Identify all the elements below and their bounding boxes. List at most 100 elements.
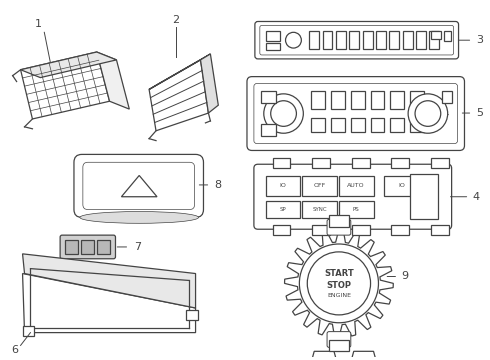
Bar bbox=[391, 118, 404, 132]
Bar bbox=[351, 91, 365, 109]
FancyBboxPatch shape bbox=[254, 84, 458, 144]
Text: 7: 7 bbox=[134, 242, 141, 252]
Bar bbox=[370, 118, 384, 132]
Bar bbox=[442, 91, 452, 103]
Bar bbox=[390, 31, 399, 49]
Text: AUTO: AUTO bbox=[347, 183, 365, 188]
FancyBboxPatch shape bbox=[327, 219, 351, 235]
Bar bbox=[302, 176, 337, 196]
Polygon shape bbox=[200, 54, 219, 113]
Bar bbox=[81, 240, 94, 254]
Text: 3: 3 bbox=[476, 35, 483, 45]
FancyBboxPatch shape bbox=[254, 164, 452, 229]
Bar bbox=[376, 31, 386, 49]
Polygon shape bbox=[348, 351, 379, 360]
Bar bbox=[410, 174, 438, 219]
Polygon shape bbox=[122, 175, 157, 197]
Circle shape bbox=[307, 252, 370, 315]
FancyBboxPatch shape bbox=[247, 77, 465, 150]
Bar bbox=[309, 31, 319, 49]
Text: 4: 4 bbox=[473, 192, 480, 202]
Bar bbox=[363, 31, 372, 49]
Circle shape bbox=[270, 101, 296, 126]
Bar bbox=[23, 326, 34, 336]
Bar bbox=[266, 201, 300, 219]
Bar bbox=[302, 201, 337, 219]
Bar bbox=[431, 31, 441, 39]
Bar bbox=[331, 91, 345, 109]
Circle shape bbox=[408, 94, 448, 133]
Bar bbox=[261, 124, 276, 136]
Bar bbox=[329, 339, 349, 351]
Bar bbox=[370, 91, 384, 109]
Bar bbox=[339, 201, 373, 219]
FancyBboxPatch shape bbox=[83, 162, 195, 210]
Bar bbox=[186, 310, 197, 320]
Text: 1: 1 bbox=[35, 19, 42, 30]
Polygon shape bbox=[97, 52, 129, 109]
Bar bbox=[331, 118, 345, 132]
Bar bbox=[410, 91, 424, 109]
Text: SYNC: SYNC bbox=[312, 207, 327, 212]
Text: 5: 5 bbox=[476, 108, 483, 118]
Circle shape bbox=[264, 94, 303, 133]
Bar bbox=[339, 176, 373, 196]
Polygon shape bbox=[21, 52, 110, 119]
Bar bbox=[261, 91, 276, 103]
Bar bbox=[97, 240, 110, 254]
Bar bbox=[329, 215, 349, 227]
Bar bbox=[322, 31, 333, 49]
FancyBboxPatch shape bbox=[74, 154, 203, 217]
Polygon shape bbox=[23, 254, 196, 308]
Bar bbox=[311, 91, 325, 109]
Text: 8: 8 bbox=[215, 180, 222, 190]
Text: ENGINE: ENGINE bbox=[327, 293, 351, 298]
Bar bbox=[392, 225, 409, 235]
Text: 9: 9 bbox=[402, 271, 409, 282]
Text: 6: 6 bbox=[11, 345, 18, 355]
Bar bbox=[272, 158, 291, 168]
Polygon shape bbox=[285, 229, 393, 338]
Circle shape bbox=[299, 244, 378, 323]
Bar bbox=[312, 158, 330, 168]
Text: 2: 2 bbox=[172, 14, 179, 24]
Polygon shape bbox=[149, 60, 208, 131]
Bar bbox=[65, 240, 78, 254]
FancyBboxPatch shape bbox=[260, 26, 454, 55]
Text: IO: IO bbox=[398, 183, 405, 188]
Bar bbox=[336, 31, 346, 49]
Text: PS: PS bbox=[353, 207, 360, 212]
Bar bbox=[312, 225, 330, 235]
Polygon shape bbox=[308, 351, 340, 360]
Bar bbox=[311, 118, 325, 132]
Bar bbox=[266, 31, 280, 41]
Text: STOP: STOP bbox=[326, 281, 351, 290]
FancyBboxPatch shape bbox=[60, 235, 116, 259]
Bar bbox=[431, 158, 449, 168]
Text: IO: IO bbox=[280, 183, 287, 188]
Bar bbox=[384, 176, 419, 196]
FancyBboxPatch shape bbox=[255, 22, 459, 59]
Bar bbox=[351, 118, 365, 132]
Bar bbox=[410, 118, 424, 132]
Ellipse shape bbox=[80, 212, 198, 223]
Bar bbox=[352, 158, 369, 168]
Polygon shape bbox=[149, 54, 210, 89]
Bar bbox=[391, 91, 404, 109]
Bar bbox=[431, 225, 449, 235]
Bar bbox=[266, 43, 280, 50]
Bar bbox=[429, 31, 439, 49]
Bar bbox=[392, 158, 409, 168]
Bar bbox=[349, 31, 359, 49]
Bar bbox=[272, 225, 291, 235]
Polygon shape bbox=[21, 52, 117, 78]
Bar bbox=[266, 176, 300, 196]
Text: SP: SP bbox=[280, 207, 287, 212]
Text: OFF: OFF bbox=[314, 183, 326, 188]
Text: START: START bbox=[324, 269, 354, 278]
FancyBboxPatch shape bbox=[327, 332, 351, 347]
Circle shape bbox=[415, 101, 441, 126]
Bar bbox=[403, 31, 413, 49]
Bar bbox=[444, 31, 451, 41]
Circle shape bbox=[286, 32, 301, 48]
